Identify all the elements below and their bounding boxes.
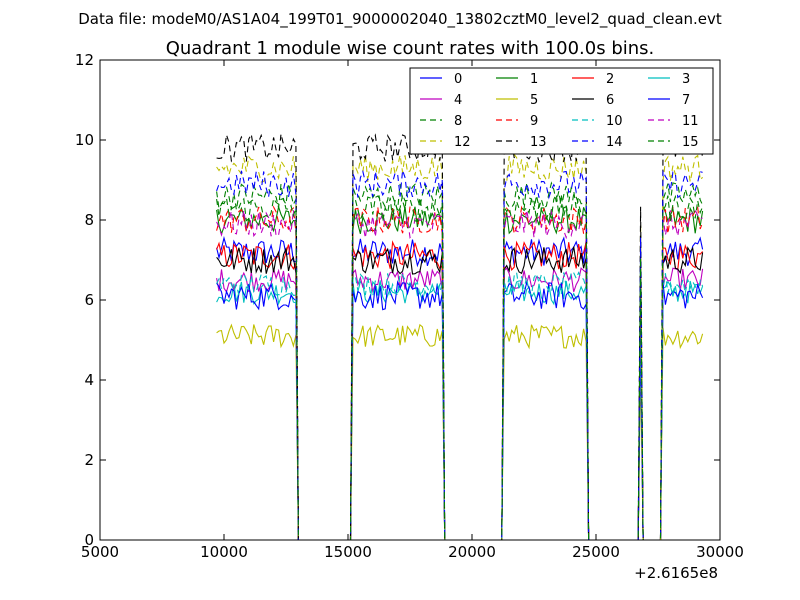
x-tick-label: 15000 bbox=[324, 543, 372, 561]
plot-lines bbox=[216, 132, 704, 540]
legend-box bbox=[409, 67, 714, 155]
series-line-7 bbox=[216, 279, 704, 540]
series-line-10 bbox=[216, 270, 704, 540]
series-line-6 bbox=[216, 246, 704, 540]
x-tick-label: 25000 bbox=[572, 543, 620, 561]
y-tick-label: 12 bbox=[75, 51, 94, 69]
x-offset-label: +2.6165e8 bbox=[634, 564, 718, 582]
x-tick-label: 20000 bbox=[448, 543, 496, 561]
legend-label: 10 bbox=[606, 114, 623, 129]
chart-title: Quadrant 1 module wise count rates with … bbox=[166, 38, 655, 59]
series-line-13 bbox=[216, 132, 704, 540]
series-line-3 bbox=[216, 279, 704, 540]
y-tick-label: 0 bbox=[84, 531, 94, 549]
legend-label: 5 bbox=[530, 93, 538, 108]
y-tick-label: 6 bbox=[84, 291, 94, 309]
legend-label: 14 bbox=[606, 135, 623, 150]
legend-label: 1 bbox=[530, 72, 538, 87]
legend-label: 9 bbox=[530, 114, 538, 129]
x-tick-label: 10000 bbox=[200, 543, 248, 561]
series-line-4 bbox=[216, 267, 704, 540]
series-line-0 bbox=[216, 235, 704, 540]
series-line-12 bbox=[216, 153, 704, 540]
y-tick-label: 4 bbox=[84, 371, 94, 389]
legend-label: 13 bbox=[530, 135, 547, 150]
series-line-5 bbox=[216, 323, 704, 540]
y-tick-label: 8 bbox=[84, 211, 94, 229]
legend-label: 7 bbox=[682, 93, 690, 108]
x-tick-label: 30000 bbox=[696, 543, 744, 561]
legend-label: 12 bbox=[454, 135, 471, 150]
chart-suptitle: Data file: modeM0/AS1A04_199T01_90000020… bbox=[78, 10, 722, 29]
legend-label: 3 bbox=[682, 72, 690, 87]
legend-label: 2 bbox=[606, 72, 614, 87]
x-tick-label: 5000 bbox=[81, 543, 119, 561]
y-tick-label: 2 bbox=[84, 451, 94, 469]
series-line-8 bbox=[216, 181, 704, 540]
legend-label: 15 bbox=[682, 135, 699, 150]
legend-label: 6 bbox=[606, 93, 614, 108]
series-line-14 bbox=[216, 169, 703, 540]
legend-label: 11 bbox=[682, 114, 699, 129]
legend-label: 4 bbox=[454, 93, 462, 108]
series-line-15 bbox=[216, 192, 704, 540]
y-tick-label: 10 bbox=[75, 131, 94, 149]
legend-label: 8 bbox=[454, 114, 462, 129]
legend-label: 0 bbox=[454, 72, 462, 87]
series-line-11 bbox=[216, 209, 703, 540]
